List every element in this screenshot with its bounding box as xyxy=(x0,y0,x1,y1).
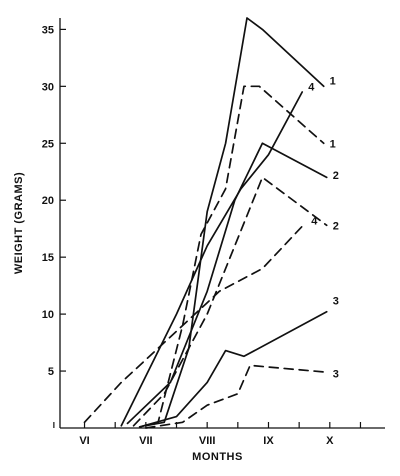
y-tick-label: 30 xyxy=(42,81,54,93)
x-ticks: VI VII VIII IX X xyxy=(53,422,362,447)
series-label: 4 xyxy=(308,81,315,93)
series-label: 2 xyxy=(333,220,339,232)
series-line-2-dashed xyxy=(132,176,328,427)
y-tick-label: 5 xyxy=(48,366,54,378)
y-ticks: 5 10 15 20 25 30 35 xyxy=(42,24,66,378)
series-line-1-dashed xyxy=(138,85,325,428)
series-line-4-solid xyxy=(120,91,304,427)
series-label: 4 xyxy=(311,216,318,228)
x-tick-label: VII xyxy=(139,435,152,447)
series-label: 1 xyxy=(330,76,336,88)
series-label: 3 xyxy=(333,368,339,380)
y-tick-label: 10 xyxy=(42,309,54,321)
y-tick-label: 20 xyxy=(42,195,54,207)
x-tick-label: X xyxy=(326,435,334,447)
y-tick-label: 35 xyxy=(42,24,54,36)
x-tick-label: IX xyxy=(263,435,274,447)
x-tick-label: VI xyxy=(79,435,89,447)
series-line-2-solid xyxy=(126,142,328,425)
y-tick-label: 25 xyxy=(42,138,54,150)
series-labels: 1 1 2 2 3 3 4 4 xyxy=(308,76,339,381)
series-label: 1 xyxy=(330,138,336,150)
series-group xyxy=(83,17,328,429)
series-line-3-dashed xyxy=(144,364,328,429)
series-label: 2 xyxy=(333,170,339,182)
series-label: 3 xyxy=(333,295,339,307)
series-line-1-solid xyxy=(144,17,325,427)
x-axis-title: MONTHS xyxy=(192,451,243,463)
y-tick-label: 15 xyxy=(42,252,54,264)
x-tick-label: VIII xyxy=(199,435,216,447)
series-line-4-dashed xyxy=(83,222,307,424)
y-axis-title: WEIGHT (GRAMS) xyxy=(13,172,25,274)
series-line-3-solid xyxy=(138,310,328,428)
